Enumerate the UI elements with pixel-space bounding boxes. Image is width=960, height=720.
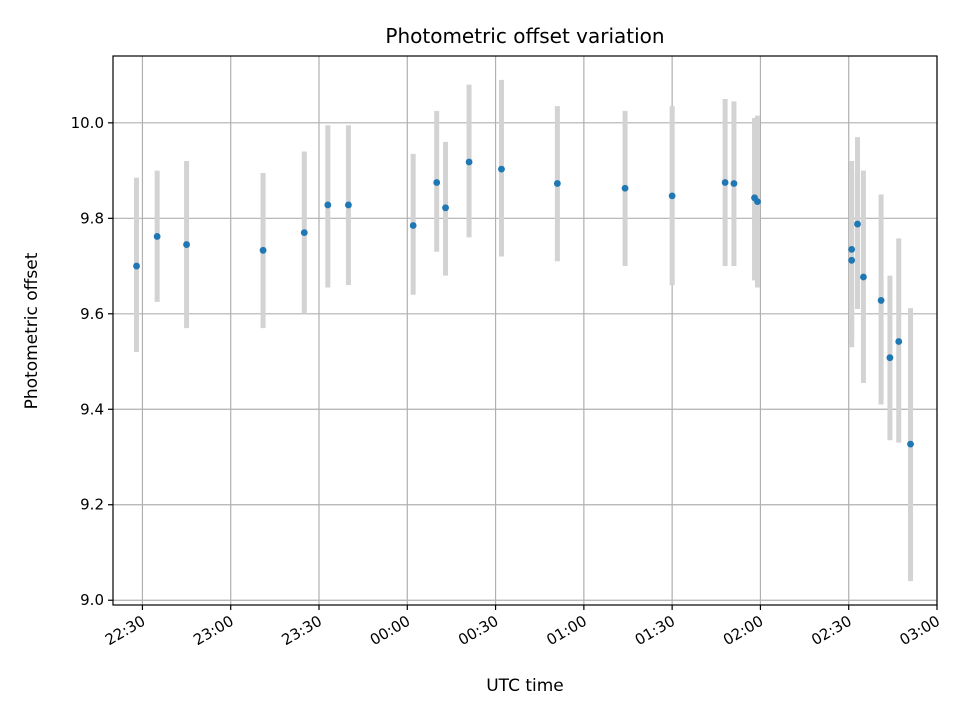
data-point (465, 158, 473, 166)
data-point (442, 204, 449, 212)
data-point (153, 233, 161, 240)
data-point (183, 241, 190, 248)
data-point (848, 245, 856, 253)
grid (113, 56, 938, 605)
data-points (133, 158, 914, 448)
data-point (409, 222, 417, 229)
data-point (259, 246, 267, 254)
y-tick-label: 9.4 (80, 400, 104, 418)
y-tick-label: 10.0 (71, 114, 104, 132)
data-point (730, 180, 738, 187)
data-point (854, 220, 861, 228)
y-tick-label: 9.2 (80, 496, 104, 514)
data-point (721, 179, 729, 186)
plot-frame (112, 55, 938, 606)
data-point (324, 201, 332, 209)
data-point (877, 297, 885, 304)
data-point (498, 165, 505, 173)
data-point (860, 273, 867, 281)
y-tick-label: 9.8 (80, 209, 104, 227)
chart-title: Photometric offset variation (385, 24, 664, 48)
data-point (886, 354, 894, 362)
data-point (553, 180, 561, 187)
data-point (621, 184, 629, 192)
data-point (907, 440, 914, 448)
data-point (754, 198, 761, 206)
data-point (668, 192, 676, 200)
data-point (133, 262, 140, 270)
y-tick-label: 9.6 (80, 305, 104, 323)
data-point (300, 229, 308, 237)
data-point (895, 338, 903, 345)
y-axis-label: Photometric offset (22, 252, 42, 409)
x-axis-label: UTC time (486, 676, 564, 696)
data-point (433, 179, 441, 186)
data-point (345, 201, 352, 209)
y-tick-label: 9.0 (80, 591, 104, 609)
data-point (848, 256, 856, 264)
